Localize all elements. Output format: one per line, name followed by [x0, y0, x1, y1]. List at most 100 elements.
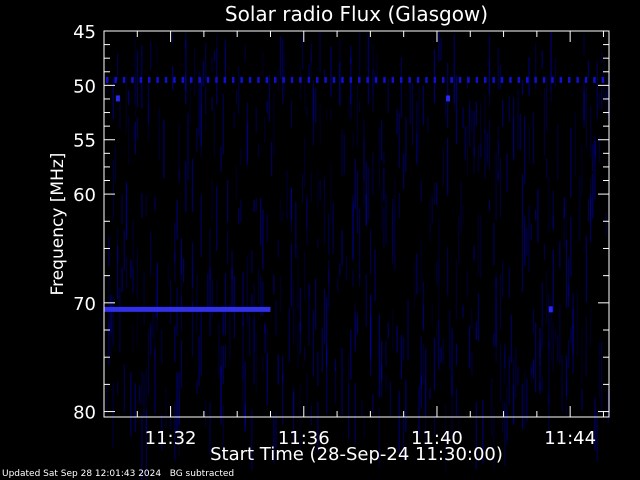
noise-streak	[495, 272, 497, 289]
noise-streak	[117, 381, 119, 396]
noise-streak	[339, 38, 341, 104]
noise-streak	[117, 227, 119, 263]
emission-spot	[548, 306, 553, 313]
noise-streak	[290, 187, 293, 233]
band-segment	[307, 76, 311, 83]
noise-streak	[480, 102, 482, 157]
noise-streak	[521, 173, 524, 229]
noise-streak	[185, 161, 187, 213]
updated-text: Updated Sat Sep 28 12:01:43 2024	[2, 469, 162, 479]
band-segment	[122, 76, 126, 83]
noise-streak	[546, 270, 548, 325]
noise-streak	[594, 141, 596, 157]
noise-streak	[508, 267, 510, 299]
noise-streak	[497, 126, 499, 180]
noise-streak	[469, 325, 471, 368]
noise-streak	[244, 404, 246, 432]
noise-streak	[403, 412, 405, 459]
noise-streak	[352, 270, 354, 287]
noise-streak	[385, 340, 387, 367]
noise-streak	[147, 83, 150, 124]
noise-streak	[541, 376, 543, 392]
noise-streak	[554, 330, 557, 341]
noise-streak	[524, 370, 526, 430]
noise-streak	[367, 36, 370, 104]
noise-streak	[475, 327, 477, 340]
noise-streak	[114, 145, 117, 182]
noise-streak	[242, 322, 244, 380]
noise-streak	[418, 86, 420, 155]
noise-streak	[469, 99, 471, 147]
noise-streak	[180, 237, 183, 275]
y-tick-label: 50	[73, 76, 96, 97]
noise-streak	[590, 194, 592, 243]
noise-streak	[207, 273, 209, 313]
noise-streak	[590, 178, 592, 222]
noise-streak	[352, 195, 354, 262]
noise-streak	[279, 276, 282, 313]
noise-streak	[418, 386, 420, 436]
noise-streak	[216, 35, 218, 106]
noise-streak	[196, 380, 198, 394]
noise-streak	[535, 322, 537, 392]
band-segment	[534, 76, 537, 83]
noise-streak	[488, 35, 491, 95]
noise-streak	[513, 358, 515, 425]
x-tick-label: 11:36	[278, 428, 330, 449]
noise-streak	[264, 322, 266, 334]
noise-streak	[282, 355, 284, 383]
noise-streak	[249, 314, 251, 356]
noise-streak	[398, 112, 400, 168]
noise-streak	[524, 216, 526, 266]
noise-streak	[216, 279, 218, 315]
noise-streak	[310, 53, 312, 79]
noise-streak	[403, 337, 405, 360]
noise-streak	[306, 372, 308, 417]
noise-streak	[266, 327, 268, 395]
noise-streak	[154, 196, 156, 212]
noise-streak	[255, 197, 257, 211]
y-tick-label: 80	[73, 403, 96, 424]
noise-streak	[420, 375, 422, 409]
noise-streak	[546, 157, 548, 179]
noise-streak	[422, 281, 425, 329]
noise-streak	[392, 198, 394, 264]
noise-streak	[376, 52, 378, 87]
noise-streak	[378, 407, 381, 469]
noise-streak	[174, 402, 176, 461]
noise-streak	[546, 77, 548, 132]
noise-streak	[475, 321, 477, 340]
noise-streak	[596, 411, 598, 462]
noise-streak	[477, 214, 480, 276]
noise-streak	[150, 323, 152, 356]
noise-streak	[598, 359, 601, 399]
band-segment	[500, 76, 504, 83]
noise-streak	[506, 153, 508, 192]
noise-streak	[194, 48, 196, 96]
noise-streak	[572, 326, 574, 354]
noise-streak	[517, 89, 519, 149]
noise-streak	[550, 73, 552, 103]
noise-streak	[108, 276, 110, 336]
noise-streak	[297, 324, 299, 368]
noise-streak	[378, 314, 381, 356]
noise-streak	[134, 121, 136, 155]
noise-streak	[119, 94, 121, 130]
noise-streak	[167, 263, 169, 284]
spectrogram-image	[104, 31, 609, 480]
noise-streak	[297, 243, 299, 310]
noise-streak	[246, 102, 249, 162]
noise-streak	[282, 210, 284, 221]
noise-streak	[266, 214, 268, 242]
noise-streak	[275, 300, 277, 336]
noise-streak	[433, 182, 436, 205]
noise-streak	[112, 78, 114, 120]
noise-streak	[255, 332, 257, 393]
noise-streak	[378, 127, 381, 190]
noise-streak	[484, 94, 486, 134]
noise-streak	[453, 75, 455, 112]
noise-streak	[343, 134, 345, 175]
noise-streak	[526, 378, 528, 422]
band-segment	[450, 76, 453, 83]
noise-streak	[374, 249, 376, 302]
